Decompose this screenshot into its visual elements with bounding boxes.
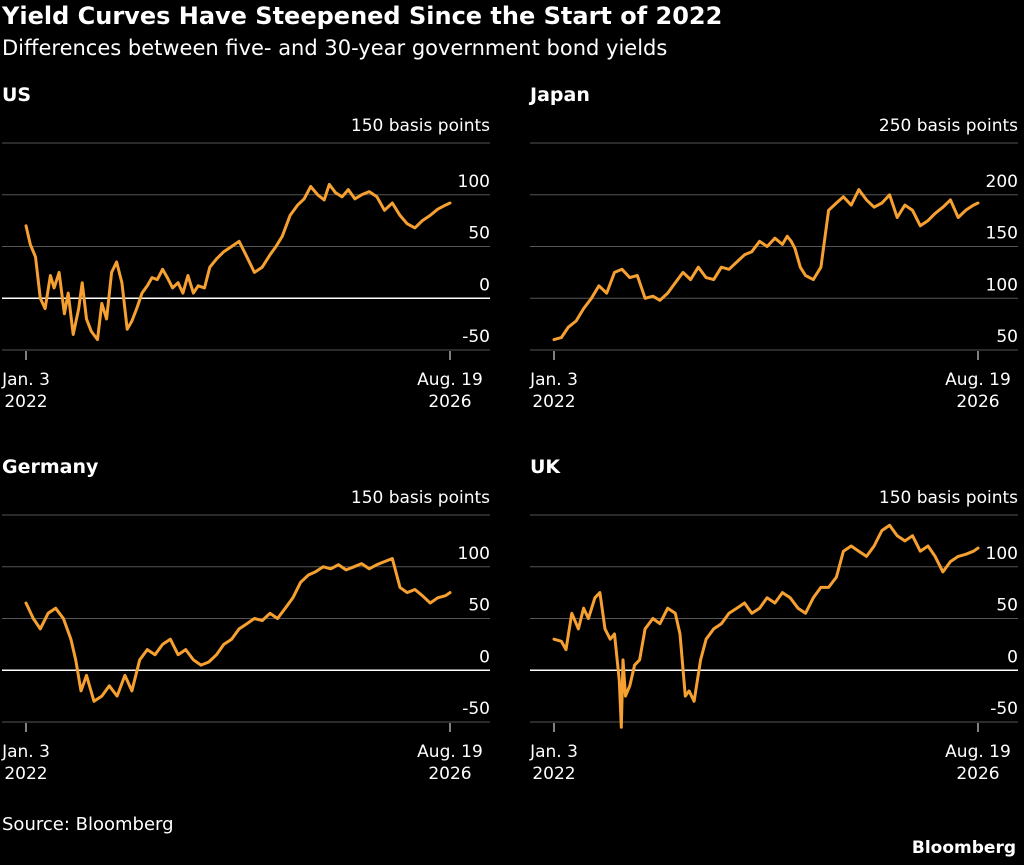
y-tick-label: 50: [996, 596, 1018, 616]
y-tick-label: 200: [986, 172, 1018, 192]
y-tick-label: 50: [468, 596, 490, 616]
x-tick-label: 2026: [956, 392, 999, 412]
x-tick-label: 2026: [428, 392, 471, 412]
panel-title: UK: [530, 456, 561, 478]
chart-subtitle: Differences between five- and 30-year go…: [2, 36, 668, 60]
y-tick-label: 100: [986, 275, 1018, 295]
y-tick-label: -50: [462, 327, 490, 347]
x-tick-label: Aug. 19: [945, 742, 1011, 762]
unit-label: 250 basis points: [879, 116, 1018, 136]
panel-title: US: [2, 84, 32, 106]
x-tick-label: Jan. 3: [529, 742, 578, 762]
y-tick-label: 50: [996, 327, 1018, 347]
y-tick-label: 100: [458, 172, 490, 192]
x-tick-label: 2026: [428, 764, 471, 784]
y-tick-label: 0: [479, 275, 490, 295]
x-tick-label: 2022: [532, 764, 575, 784]
unit-label: 150 basis points: [351, 488, 490, 508]
brand-logo: Bloomberg: [911, 838, 1016, 858]
x-tick-label: 2022: [532, 392, 575, 412]
x-tick-label: Aug. 19: [417, 742, 483, 762]
x-tick-label: Jan. 3: [529, 370, 578, 390]
y-tick-label: -50: [990, 699, 1018, 719]
unit-label: 150 basis points: [879, 488, 1018, 508]
panel-title: Germany: [2, 456, 99, 478]
y-tick-label: 0: [1007, 647, 1018, 667]
panel-title: Japan: [530, 84, 590, 106]
x-tick-label: 2026: [956, 764, 999, 784]
y-tick-label: 0: [479, 647, 490, 667]
y-tick-label: -50: [462, 699, 490, 719]
x-tick-label: 2022: [4, 392, 47, 412]
chart-title: Yield Curves Have Steepened Since the St…: [2, 2, 723, 30]
x-tick-label: Aug. 19: [945, 370, 1011, 390]
source-note: Source: Bloomberg: [2, 814, 174, 835]
y-tick-label: 100: [986, 544, 1018, 564]
y-tick-label: 50: [468, 224, 490, 244]
unit-label: 150 basis points: [351, 116, 490, 136]
y-tick-label: 100: [458, 544, 490, 564]
x-tick-label: Aug. 19: [417, 370, 483, 390]
series-line: [24, 557, 452, 703]
series-line: [552, 188, 980, 342]
x-tick-label: Jan. 3: [1, 742, 50, 762]
series-line: [24, 182, 452, 342]
panel-us: US 150 basis points 100 50 0 -50 Jan. 3 2022 Au…: [1, 84, 502, 418]
x-tick-label: Jan. 3: [1, 370, 50, 390]
y-tick-label: 150: [986, 224, 1018, 244]
panel-uk: UK 150 basis points 100 50 0 -50 Jan. 3 2022 Au…: [529, 456, 1024, 790]
x-tick-label: 2022: [4, 764, 47, 784]
series-line: [552, 523, 980, 729]
